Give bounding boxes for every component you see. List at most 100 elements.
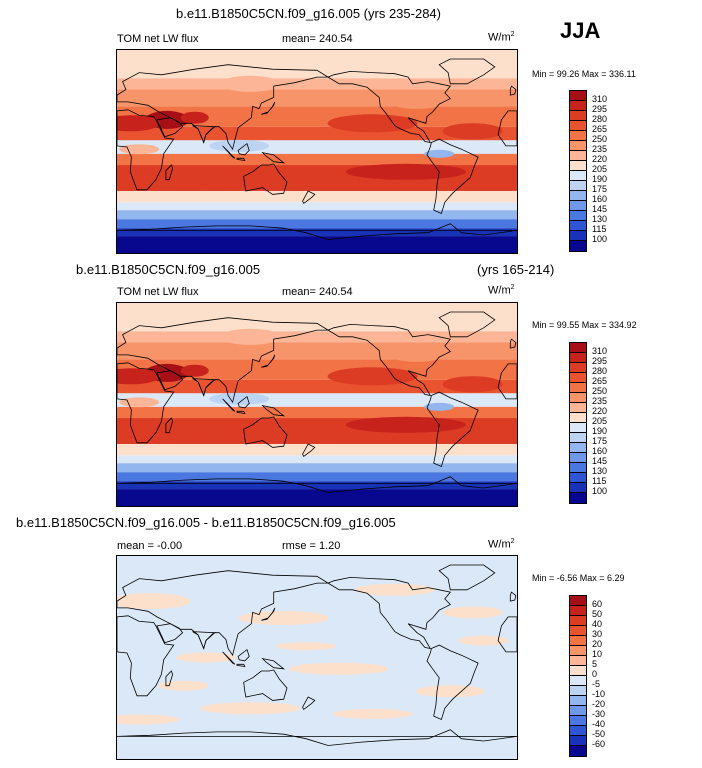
colorbar-swatch (570, 171, 586, 181)
colorbar-swatch (570, 636, 586, 646)
colorbar-swatch (570, 343, 586, 353)
colorbar-tick-label: -40 (592, 719, 606, 729)
colorbar-swatch (570, 483, 586, 493)
colorbar-tick-label: 40 (592, 619, 603, 629)
colorbar-tick-label: 60 (592, 599, 603, 609)
colorbar-tick-label: 145 (592, 456, 608, 466)
coastline (165, 670, 174, 687)
coastline (302, 443, 316, 458)
coastline (261, 151, 286, 164)
coastline (165, 417, 174, 434)
coastline (156, 117, 184, 138)
coastline (192, 631, 217, 650)
coastline (243, 416, 288, 448)
colorbar-swatch (570, 373, 586, 383)
panel1-variable: TOM net LW flux (117, 33, 199, 45)
colorbar-tick-label: 295 (592, 104, 608, 114)
panel2-title-years: (yrs 165-214) (477, 262, 555, 277)
coastline (222, 398, 236, 412)
colorbar-swatch (570, 423, 586, 433)
colorbar-tick-label: -30 (592, 709, 606, 719)
colorbar-tick-label: 280 (592, 366, 608, 376)
colorbar-tick-label: 250 (592, 386, 608, 396)
colorbar-tick-label: 175 (592, 436, 608, 446)
coastline (117, 223, 517, 240)
coastline (236, 157, 246, 162)
coastline (237, 395, 250, 409)
coastline (302, 696, 316, 711)
colorbar-tick-label: 220 (592, 154, 608, 164)
colorbar-tick-label: 175 (592, 184, 608, 194)
coastline (236, 410, 246, 415)
colorbar-swatch (570, 161, 586, 171)
colorbar-swatch (570, 241, 586, 251)
colorbar-tick-label: 130 (592, 466, 608, 476)
panel1-minmax: Min = 99.26 Max = 336.11 (532, 69, 636, 79)
colorbar-tick-label: 310 (592, 346, 608, 356)
colorbar-tick-label: -60 (592, 739, 606, 749)
colorbar-tick-label: 160 (592, 194, 608, 204)
colorbar-swatch (570, 453, 586, 463)
coastline (192, 378, 217, 397)
colorbar-tick-label: 30 (592, 629, 603, 639)
colorbar-swatch (570, 221, 586, 231)
coastline (327, 70, 452, 144)
colorbar-swatch (570, 706, 586, 716)
colorbar-swatch (570, 736, 586, 746)
coastline (509, 338, 517, 349)
colorbar-tick-label: 265 (592, 124, 608, 134)
colorbar-swatch (570, 181, 586, 191)
coastline (156, 370, 184, 391)
colorbar-tick-label: 220 (592, 406, 608, 416)
coastline (509, 85, 517, 96)
coastline (261, 657, 286, 670)
coastline (192, 125, 217, 144)
coastline (117, 570, 330, 657)
colorbar-swatch (570, 616, 586, 626)
panel3-units: W/m2 (488, 538, 515, 551)
colorbar-tick-label: 205 (592, 416, 608, 426)
coastline (117, 729, 517, 746)
colorbar-swatch (570, 151, 586, 161)
coastline (327, 323, 452, 397)
colorbar-tick-label: 10 (592, 649, 603, 659)
colorbar-swatch (570, 191, 586, 201)
colorbar-tick-label: 115 (592, 224, 607, 234)
colorbar-tick-label: 190 (592, 426, 608, 436)
coastline (165, 164, 174, 181)
coastline (438, 564, 496, 591)
colorbar-swatch (570, 676, 586, 686)
coastline (261, 101, 276, 115)
coastline (236, 663, 246, 668)
colorbar-tick-label: 5 (592, 659, 598, 669)
colorbar-tick-label: 160 (592, 446, 608, 456)
panel2-colorbar (569, 342, 587, 504)
colorbar-tick-label: 0 (592, 669, 598, 679)
coastline (117, 64, 330, 151)
colorbar-tick-label: 250 (592, 134, 608, 144)
coastline (243, 669, 288, 701)
colorbar-swatch (570, 91, 586, 101)
colorbar-swatch (570, 111, 586, 121)
colorbar-tick-label: -5 (592, 679, 601, 689)
coastline (117, 109, 175, 191)
colorbar-swatch (570, 656, 586, 666)
colorbar-swatch (570, 101, 586, 111)
colorbar-swatch (570, 463, 586, 473)
colorbar-tick-label: 115 (592, 476, 607, 486)
panel2-mean: mean= 240.54 (282, 286, 353, 298)
colorbar-swatch (570, 353, 586, 363)
coastline (243, 163, 288, 195)
panel3-title: b.e11.B1850C5CN.f09_g16.005 - b.e11.B185… (16, 515, 396, 530)
coastline (117, 476, 517, 493)
colorbar-swatch (570, 686, 586, 696)
colorbar-swatch (570, 726, 586, 736)
panel2-variable: TOM net LW flux (117, 286, 199, 298)
colorbar-swatch (570, 606, 586, 616)
colorbar-swatch (570, 433, 586, 443)
coastline (117, 615, 175, 697)
panel1-mean: mean= 240.54 (282, 33, 353, 45)
coastline (497, 110, 517, 147)
coastline (237, 648, 250, 662)
panel3-map (116, 555, 518, 760)
